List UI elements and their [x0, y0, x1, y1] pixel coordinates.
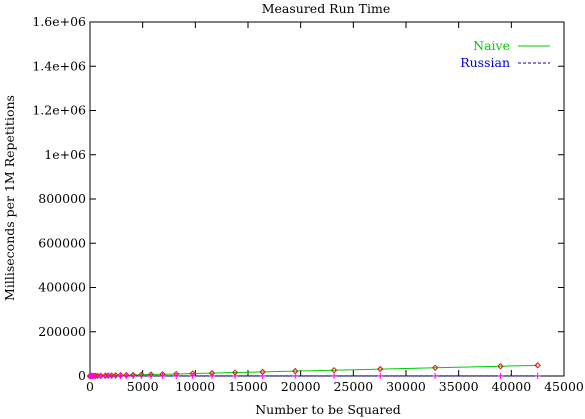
data-point-russian: [130, 372, 137, 379]
legend-label-russian: Russian: [460, 55, 510, 70]
x-tick-label: 35000: [439, 379, 479, 394]
data-point-russian: [232, 372, 239, 379]
data-point-russian: [292, 372, 299, 379]
y-tick-label: 200000: [38, 324, 86, 339]
x-tick-label: 5000: [127, 379, 159, 394]
data-point-russian: [331, 372, 338, 379]
plot-frame: [89, 21, 565, 377]
y-axis-label: Milliseconds per 1M Repetitions: [2, 95, 17, 301]
data-point-russian: [173, 372, 180, 379]
series-line-naive: [90, 364, 538, 377]
data-point-russian: [138, 372, 145, 379]
legend-label-naive: Naive: [473, 38, 510, 53]
data-point-naive: [431, 364, 439, 371]
data-point-russian: [497, 372, 504, 379]
y-tick-label: 1.4e+06: [32, 58, 86, 73]
data-point-naive: [330, 366, 338, 374]
data-point-russian: [534, 372, 541, 379]
data-point-russian: [148, 372, 155, 379]
x-tick-label: 40000: [491, 379, 531, 394]
x-tick-label: 45000: [544, 379, 584, 394]
data-series: [86, 362, 541, 380]
x-tick-label: 10000: [175, 379, 215, 394]
data-point-russian: [123, 372, 130, 379]
data-point-naive: [497, 363, 504, 370]
x-tick-label: 25000: [333, 379, 373, 394]
chart-title: Measured Run Time: [262, 1, 391, 16]
y-tick-label: 800000: [38, 191, 86, 206]
y-tick-label: 600000: [38, 235, 86, 250]
data-point-russian: [377, 372, 384, 379]
data-point-russian: [189, 372, 196, 379]
x-tick-label: 30000: [386, 379, 426, 394]
legend: Naive Russian: [460, 38, 550, 70]
data-point-russian: [117, 372, 124, 379]
x-tick-label: 0: [86, 379, 94, 394]
data-point-naive: [534, 362, 541, 369]
data-point-russian: [432, 372, 439, 379]
y-tick-label: 0: [78, 368, 86, 383]
x-axis-label: Number to be Squared: [255, 402, 401, 417]
data-point-russian: [209, 372, 216, 379]
data-point-russian: [259, 372, 266, 379]
y-tick-label: 1e+06: [44, 147, 86, 162]
data-point-russian: [159, 372, 166, 379]
y-tick-label: 400000: [38, 280, 86, 295]
data-point-naive: [377, 365, 384, 373]
x-tick-label: 20000: [281, 379, 321, 394]
axis-ticks: 0 5000 10000 15000 20000 25000 30000 35000 40000…: [32, 14, 584, 394]
x-tick-label: 15000: [228, 379, 268, 394]
y-tick-label: 1.6e+06: [32, 14, 86, 29]
y-tick-label: 1.2e+06: [32, 103, 86, 118]
